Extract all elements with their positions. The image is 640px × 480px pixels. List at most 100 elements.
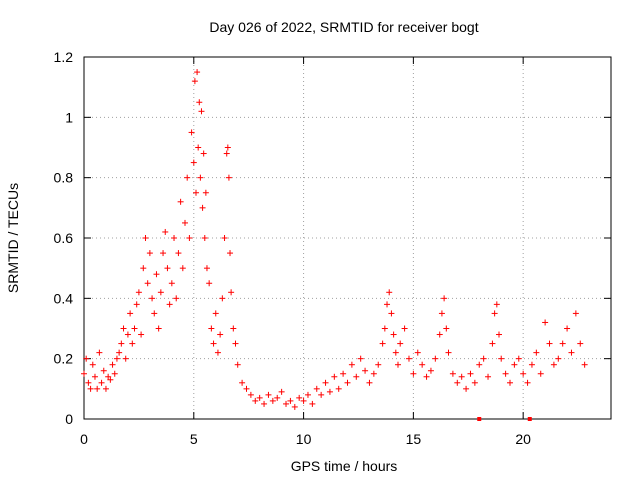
grid [84,57,611,419]
x-axis-label: GPS time / hours [291,458,398,474]
data-point [546,340,553,347]
data-point [131,325,138,332]
data-point [506,379,513,386]
data-point [335,385,342,392]
data-point [217,331,224,338]
data-point [252,397,259,404]
data-point [313,385,320,392]
data-point-outlier [527,417,532,421]
data-point [485,373,492,380]
x-tick-label: 10 [296,431,312,447]
data-point [135,289,142,296]
data-point [166,301,173,308]
data-point [366,379,373,386]
data-point [196,99,203,106]
data-point [331,373,338,380]
data-point [107,376,114,383]
data-point [370,370,377,377]
data-point [96,349,103,356]
x-axis: 0 5 10 15 20 [80,57,531,447]
data-point [89,361,96,368]
data-point [340,370,347,377]
data-point [232,340,239,347]
data-point [533,349,540,356]
x-tick-label: 5 [190,431,198,447]
data-points [81,69,588,421]
data-point [120,325,127,332]
data-point [223,150,230,157]
data-point [296,394,303,401]
data-point [386,289,393,296]
data-point [449,370,456,377]
data-point [200,150,207,157]
data-point [239,379,246,386]
data-point [395,361,402,368]
data-point [445,349,452,356]
data-point [208,325,215,332]
data-point [182,219,189,226]
data-point [550,361,557,368]
data-point [414,349,421,356]
data-point [441,295,448,302]
data-point [164,265,171,272]
data-point [283,400,290,407]
data-point [568,349,575,356]
data-point [300,397,307,404]
data-point [537,370,544,377]
data-point [199,204,206,211]
data-point [234,361,241,368]
data-point [291,403,298,410]
data-point [138,331,145,338]
data-point [118,340,125,347]
data-point [480,355,487,362]
data-point [198,108,205,115]
data-point [524,379,531,386]
data-point [436,331,443,338]
data-point [171,235,178,241]
data-point [353,373,360,380]
data-point [221,235,228,241]
data-point [493,301,500,308]
data-point [458,373,465,380]
data-point [203,265,210,272]
data-point [443,325,450,332]
data-point [146,250,153,257]
data-point [224,144,231,151]
data-point [124,331,131,338]
data-point [91,373,98,380]
data-point [326,388,333,395]
data-point [304,391,311,398]
data-point [190,159,197,166]
data-point [515,355,522,362]
data-point [344,379,351,386]
data-point [498,355,505,362]
y-tick-label: 0.4 [54,290,74,306]
data-point [511,361,518,368]
data-point [151,310,158,317]
data-point [379,340,386,347]
data-point [173,295,180,302]
data-point [142,235,149,241]
y-axis-label: SRMTID / TECUs [5,183,21,293]
data-point [287,397,294,404]
data-point [129,340,136,347]
data-point [397,340,404,347]
data-point [577,340,584,347]
data-point [419,361,426,368]
data-point [423,373,430,380]
data-point [502,370,509,377]
y-tick-label: 0.2 [54,351,74,367]
data-point [228,289,235,296]
data-point [309,400,316,407]
data-point [432,355,439,362]
data-point [528,361,535,368]
data-point [381,325,388,332]
data-point [225,174,232,181]
data-point [191,78,198,85]
data-point [214,349,221,356]
data-point [265,391,272,398]
data-point [278,388,285,395]
data-point [94,385,101,392]
data-point [384,301,391,308]
data-point [175,250,182,257]
